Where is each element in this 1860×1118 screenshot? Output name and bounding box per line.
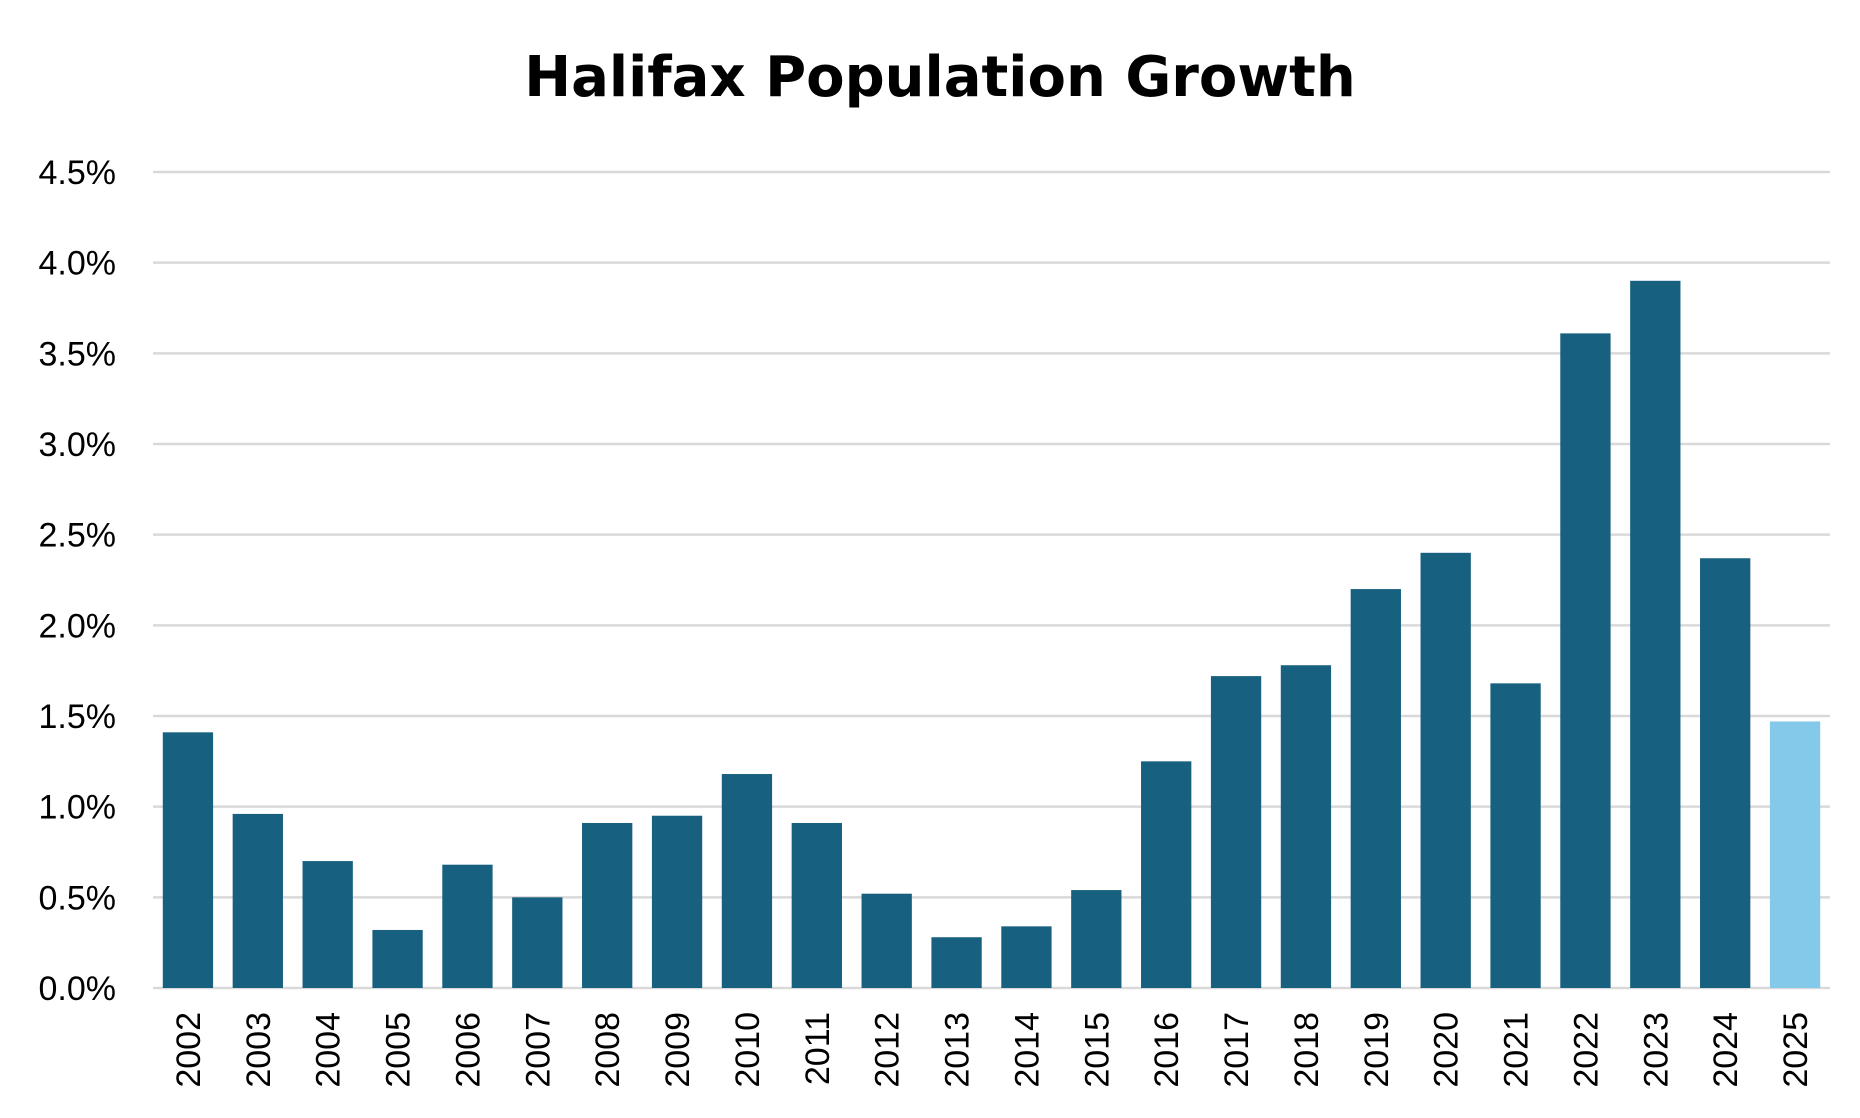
x-tick-label: 2025 xyxy=(1777,1012,1815,1088)
bar-2004 xyxy=(302,861,353,988)
y-tick-label: 1.0% xyxy=(39,789,117,827)
y-tick-label: 2.5% xyxy=(39,517,117,555)
y-axis: 0.0% 0.5% 1.0% 1.5% 2.0% 2.5% 3.0% 3.5% 4.0% 4.5% xyxy=(39,154,117,1008)
y-tick-label: 3.5% xyxy=(39,335,117,373)
x-tick-label: 2005 xyxy=(380,1012,418,1088)
bar-2010 xyxy=(721,774,773,988)
x-tick-label: 2010 xyxy=(729,1012,767,1088)
y-tick-label: 0.5% xyxy=(39,879,117,917)
x-axis: 2002 2003 2004 2005 2006 2007 2008 2009 2010 2011… xyxy=(170,1012,1815,1088)
bar-2008 xyxy=(582,822,633,988)
bar-2015 xyxy=(1071,890,1122,988)
bar-2025 xyxy=(1769,721,1821,988)
bar-2009 xyxy=(651,815,703,988)
y-tick-label: 4.0% xyxy=(39,245,117,283)
x-tick-label: 2013 xyxy=(939,1012,977,1088)
bar-2023 xyxy=(1630,280,1681,988)
bar-2022 xyxy=(1560,333,1611,988)
y-tick-label: 1.5% xyxy=(39,698,117,736)
bar-2012 xyxy=(861,893,912,988)
x-tick-label: 2022 xyxy=(1567,1012,1605,1088)
x-tick-label: 2021 xyxy=(1498,1012,1536,1088)
x-tick-label: 2016 xyxy=(1148,1012,1186,1088)
y-tick-label: 3.0% xyxy=(39,426,117,464)
x-tick-label: 2009 xyxy=(659,1012,697,1088)
x-tick-label: 2003 xyxy=(240,1012,278,1088)
bar-2024 xyxy=(1700,558,1751,988)
x-tick-label: 2024 xyxy=(1707,1012,1745,1088)
bar-2002 xyxy=(162,732,214,988)
bar-2014 xyxy=(1001,926,1052,988)
y-tick-label: 0.0% xyxy=(39,970,117,1008)
x-tick-label: 2020 xyxy=(1428,1012,1466,1088)
y-tick-label: 4.5% xyxy=(39,154,117,192)
x-tick-label: 2002 xyxy=(170,1012,208,1088)
bar-2007 xyxy=(512,897,563,988)
bar-2017 xyxy=(1210,676,1262,988)
x-tick-label: 2023 xyxy=(1637,1012,1675,1088)
x-tick-label: 2018 xyxy=(1288,1012,1326,1088)
bar-2021 xyxy=(1490,683,1541,988)
bar-2018 xyxy=(1280,665,1332,988)
chart-title: Halifax Population Growth xyxy=(524,45,1356,110)
gridlines xyxy=(153,170,1830,990)
bar-2006 xyxy=(442,864,493,988)
bar-2013 xyxy=(931,937,982,988)
x-tick-label: 2019 xyxy=(1358,1012,1396,1088)
bar-2011 xyxy=(791,822,842,988)
x-tick-label: 2015 xyxy=(1078,1012,1116,1088)
y-tick-label: 2.0% xyxy=(39,607,117,645)
bar-2016 xyxy=(1141,761,1192,988)
bar-2005 xyxy=(372,929,423,988)
bar-2019 xyxy=(1350,589,1401,988)
bars xyxy=(162,280,1821,988)
x-tick-label: 2004 xyxy=(310,1012,348,1088)
bar-2003 xyxy=(232,813,283,988)
x-tick-label: 2014 xyxy=(1008,1012,1046,1088)
x-tick-label: 2006 xyxy=(449,1012,487,1088)
bar-2020 xyxy=(1420,552,1471,988)
x-tick-label: 2012 xyxy=(869,1012,907,1088)
x-tick-label: 2017 xyxy=(1218,1012,1256,1088)
x-tick-label: 2008 xyxy=(589,1012,627,1088)
x-tick-label: 2007 xyxy=(519,1012,557,1088)
x-tick-label: 2011 xyxy=(799,1012,837,1085)
